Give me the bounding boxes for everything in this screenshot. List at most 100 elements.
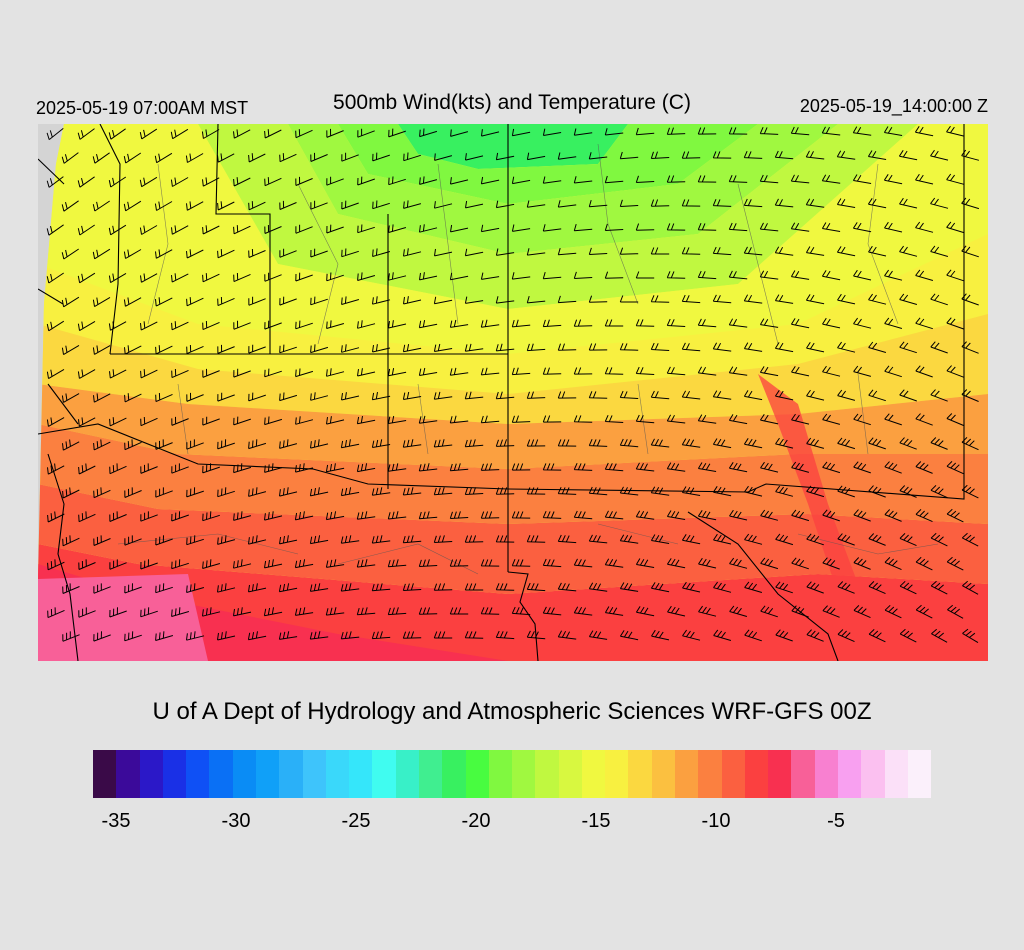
wind-barb [278,583,298,593]
wind-barb [915,317,933,330]
wind-barb [899,389,917,402]
wind-barb [791,605,809,618]
colorbar-swatch [558,750,582,798]
wind-barb [697,175,717,183]
wind-barb [557,200,577,208]
wind-barb [295,224,313,234]
wind-barb [790,270,810,280]
wind-barb [495,248,515,256]
wind-barb [202,416,220,426]
wind-barb [526,343,546,352]
wind-barb [588,295,608,303]
wind-barb [495,630,515,640]
wind-barb [464,343,484,352]
wind-barb [635,127,655,136]
wind-barb [78,511,96,523]
wind-barb [588,582,608,592]
wind-barb [418,559,438,567]
wind-barb [371,535,391,544]
wind-barb [340,583,360,592]
temperature-band [38,384,988,469]
wind-barb [326,320,345,329]
wind-barb [418,463,438,472]
wind-barb [450,177,469,185]
wind-barb [326,368,345,377]
wind-barb [961,149,980,161]
wind-barb [61,248,79,260]
wind-barb [418,367,438,376]
wind-barb [899,245,918,257]
wind-barbs [46,125,980,644]
wind-barb [186,344,204,355]
wind-barb [650,486,670,496]
wind-barb [822,365,841,377]
colorbar-swatch [162,750,187,798]
wind-barb [341,296,360,305]
wind-barb [372,344,391,353]
wind-barb [930,532,948,547]
wind-barb [62,583,80,594]
wind-barb [155,631,174,641]
wind-barb [774,342,794,353]
wind-barb [279,535,298,545]
wind-barb [217,487,235,498]
wind-barb [248,201,266,211]
wind-barb [961,293,979,306]
wind-barb [682,629,701,641]
wind-barb [681,294,701,304]
wind-barb [140,607,158,618]
wind-barb [279,487,298,497]
wind-barb [946,413,964,426]
wind-barb [61,296,80,308]
wind-barb [511,606,531,616]
wind-barb [248,248,266,258]
wind-barb [309,631,329,640]
wind-barb [853,413,871,426]
wind-barb [619,630,639,641]
wind-barb [449,511,469,519]
wind-barb [171,607,190,617]
wind-barb [526,295,546,304]
wind-barb [931,628,948,643]
wind-barb [915,221,934,233]
wind-barb [697,510,717,521]
wind-barb [822,509,840,522]
wind-barb [248,392,266,402]
wind-barb [140,321,158,331]
wind-barb [124,631,142,642]
colorbar-swatch [395,750,419,798]
wind-barb [108,224,127,236]
wind-barb [264,463,283,473]
wind-barb [403,296,422,305]
wind-barb [526,200,546,208]
wind-barb [139,176,158,188]
colorbar-swatch [372,750,396,798]
wind-barb [651,629,670,641]
wind-barb [666,223,686,231]
wind-barb [743,438,763,449]
wind-barb [962,628,979,644]
wind-barb [185,153,204,163]
wind-barb [495,200,515,209]
wind-barb [744,581,763,593]
wind-barb [109,511,127,522]
wind-barb [264,511,283,521]
wind-barb [402,344,422,353]
wind-barb [511,463,531,471]
wind-barb [77,224,95,236]
wind-barb [310,152,328,162]
wind-barb [171,511,189,522]
wind-barb [465,153,484,161]
wind-barb [310,200,328,210]
wind-barb [419,272,438,281]
wind-barb [108,176,127,188]
wind-barb [46,272,64,284]
wind-barb [511,367,531,376]
wind-barb [47,463,65,475]
wind-barb [915,461,933,474]
wind-barb [217,583,236,593]
wind-barb [759,222,779,232]
wind-barb [868,389,886,402]
wind-barb [202,320,220,331]
wind-barb [759,318,779,328]
